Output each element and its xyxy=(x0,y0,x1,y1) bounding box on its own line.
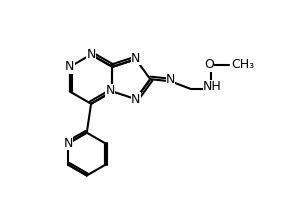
Text: N: N xyxy=(106,84,115,97)
Text: CH₃: CH₃ xyxy=(232,58,255,71)
Text: N: N xyxy=(166,73,175,86)
Text: O: O xyxy=(204,58,214,71)
Text: N: N xyxy=(64,137,73,150)
Text: N: N xyxy=(131,52,140,65)
Text: N: N xyxy=(65,60,75,73)
Text: N: N xyxy=(131,93,140,106)
Text: N: N xyxy=(86,48,96,61)
Text: NH: NH xyxy=(203,80,222,93)
